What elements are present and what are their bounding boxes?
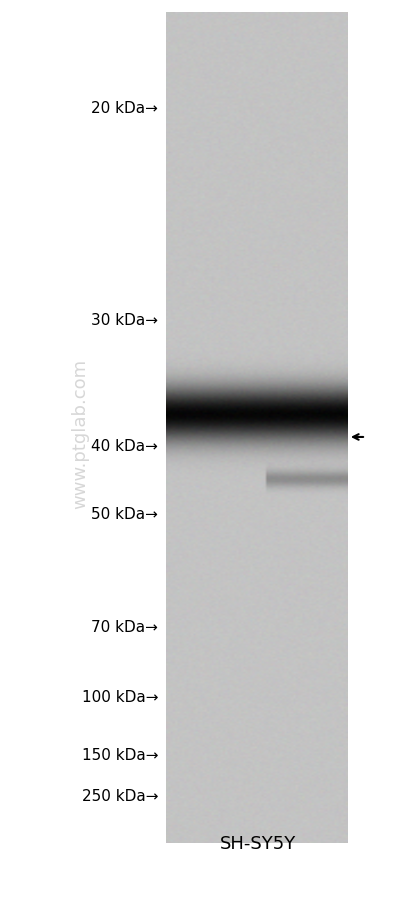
Text: 20 kDa→: 20 kDa→ — [91, 101, 158, 115]
Text: www.ptglab.com: www.ptglab.com — [71, 358, 89, 508]
Text: 250 kDa→: 250 kDa→ — [82, 788, 158, 803]
Text: 50 kDa→: 50 kDa→ — [91, 507, 158, 521]
Text: 150 kDa→: 150 kDa→ — [82, 748, 158, 762]
Text: 70 kDa→: 70 kDa→ — [91, 620, 158, 634]
Text: SH-SY5Y: SH-SY5Y — [220, 834, 296, 852]
Text: 30 kDa→: 30 kDa→ — [91, 313, 158, 327]
Text: 100 kDa→: 100 kDa→ — [82, 689, 158, 704]
Text: 40 kDa→: 40 kDa→ — [91, 439, 158, 454]
